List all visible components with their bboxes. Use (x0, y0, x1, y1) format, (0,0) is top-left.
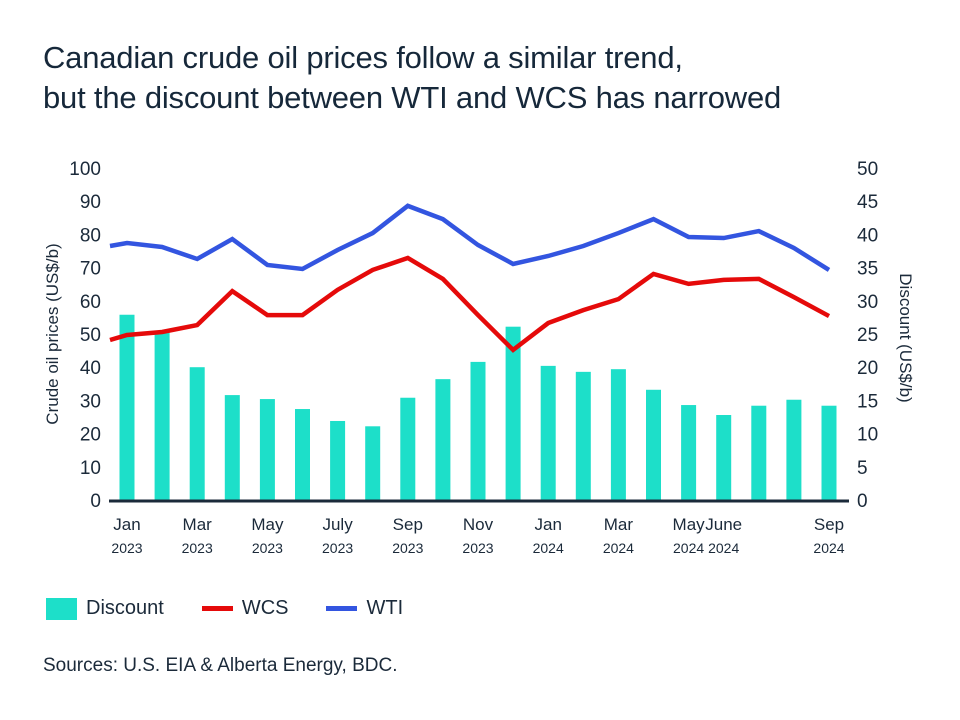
right-y-tick-label: 30 (857, 292, 878, 313)
legend-label-discount: Discount (86, 597, 164, 619)
left-y-tick-label: 60 (80, 292, 101, 313)
left-y-tick-label: 90 (80, 192, 101, 213)
chart-title-line-1: Canadian crude oil prices follow a simil… (43, 40, 683, 75)
chart-title-line-2: but the discount between WTI and WCS has… (43, 80, 782, 115)
legend-item-discount: Discount (46, 597, 164, 620)
x-tick-month: Mar (604, 515, 634, 534)
discount-bar (681, 405, 697, 500)
x-tick-year: 2023 (462, 540, 493, 556)
discount-bar (821, 405, 837, 500)
left-y-tick-label: 80 (80, 225, 101, 246)
x-tick-year: 2023 (322, 540, 353, 556)
discount-bar (189, 367, 205, 500)
right-y-tick-label: 35 (857, 259, 878, 280)
chart-area: 0 10 20 30 40 50 60 70 80 90 100 0 5 10 15 20 25 30 35 40 4… (43, 159, 915, 556)
right-y-tick-label: 45 (857, 192, 878, 213)
x-tick-month: Nov (463, 515, 494, 534)
right-y-tick-label: 15 (857, 391, 878, 412)
left-y-tick-label: 50 (80, 325, 101, 346)
x-tick-month: May (251, 515, 284, 534)
left-y-tick-label: 20 (80, 425, 101, 446)
x-tick-month: Jan (534, 515, 561, 534)
x-tick-month: July (322, 515, 353, 534)
x-tick-month: May (673, 515, 706, 534)
x-tick-year: 2024 (673, 540, 704, 556)
discount-bar (610, 369, 626, 500)
x-tick-month: Mar (183, 515, 213, 534)
wti-line (109, 203, 831, 272)
x-tick-month: Sep (393, 515, 423, 534)
x-tick-year: 2023 (392, 540, 423, 556)
discount-bar (540, 365, 556, 500)
legend-label-wti: WTI (366, 597, 404, 619)
x-tick-year: 2024 (708, 540, 739, 556)
wcs-line (109, 255, 831, 353)
legend-item-wcs: WCS (201, 597, 289, 620)
discount-bar (154, 332, 170, 500)
left-y-axis-ticks: 0 10 20 30 40 50 60 70 80 90 100 (69, 159, 101, 512)
discount-bar (435, 379, 451, 500)
x-tick-year: 2024 (533, 540, 564, 556)
x-tick-year: 2023 (111, 540, 142, 556)
right-y-tick-label: 10 (857, 425, 878, 446)
discount-bar (646, 389, 661, 500)
discount-bars (119, 314, 837, 500)
x-axis-ticks: Jan 2023 Mar 2023 May 2023 July 2023 Sep 2023 Nov 2… (111, 515, 844, 556)
discount-bar (751, 405, 767, 500)
discount-bar (505, 326, 521, 500)
discount-bar (330, 420, 346, 500)
left-y-tick-label: 10 (80, 458, 101, 479)
legend-swatch-wcs (201, 606, 233, 611)
discount-bar (400, 397, 416, 500)
right-y-tick-label: 0 (857, 491, 868, 512)
legend-label-wcs: WCS (241, 597, 289, 619)
right-y-tick-label: 20 (857, 358, 878, 379)
legend: Discount WCS WTI (46, 597, 441, 620)
left-y-tick-label: 0 (90, 491, 101, 512)
left-y-tick-label: 40 (80, 358, 101, 379)
chart-title: Canadian crude oil prices follow a simil… (43, 38, 781, 118)
right-y-axis-ticks: 0 5 10 15 20 25 30 35 40 45 50 (857, 159, 878, 512)
discount-bar (295, 409, 310, 500)
right-y-tick-label: 50 (857, 159, 878, 180)
x-tick-year: 2023 (252, 540, 283, 556)
x-tick-year: 2023 (182, 540, 213, 556)
left-y-tick-label: 100 (69, 159, 101, 180)
discount-bar (224, 395, 240, 500)
x-tick-month: June (705, 515, 742, 534)
right-y-tick-label: 5 (857, 458, 868, 479)
left-y-tick-label: 70 (80, 259, 101, 280)
discount-bar (259, 399, 275, 500)
x-tick-year: 2024 (813, 540, 844, 556)
right-y-tick-label: 25 (857, 325, 878, 346)
legend-item-wti: WTI (326, 597, 403, 620)
x-tick-month: Sep (814, 515, 844, 534)
x-tick-year: 2024 (603, 540, 634, 556)
legend-swatch-wti (326, 606, 358, 611)
discount-bar (575, 371, 591, 500)
discount-bar (716, 415, 732, 500)
right-y-tick-label: 40 (857, 225, 878, 246)
legend-swatch-discount (46, 597, 77, 620)
left-y-axis-label: Crude oil prices (US$/b) (43, 243, 62, 424)
discount-bar (119, 314, 135, 500)
discount-bar (365, 426, 381, 500)
left-y-tick-label: 30 (80, 391, 101, 412)
x-tick-month: Jan (113, 515, 140, 534)
discount-bar (470, 361, 486, 500)
discount-bar (786, 399, 802, 500)
right-y-axis-label: Discount (US$/b) (896, 273, 915, 402)
source-note: Sources: U.S. EIA & Alberta Energy, BDC. (43, 655, 398, 676)
price-lines (109, 203, 831, 353)
